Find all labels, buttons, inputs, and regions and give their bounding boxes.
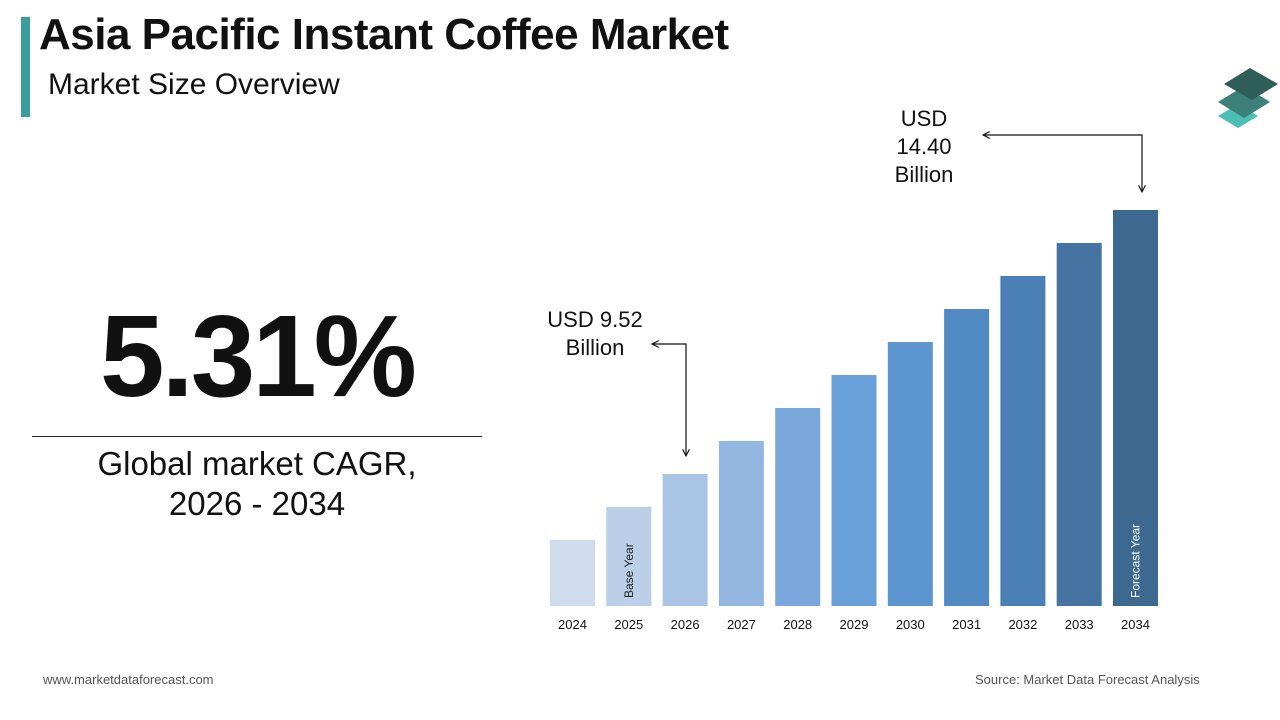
callout-2034-line1: USD [900, 106, 948, 131]
x-tick-2024: 2024 [558, 617, 587, 632]
bar-label-2025: Base Year [622, 543, 636, 598]
x-tick-2033: 2033 [1065, 617, 1094, 632]
callout-2026-value: USD 9.52 Billion [540, 306, 650, 362]
x-tick-2032: 2032 [1008, 617, 1037, 632]
cagr-divider [32, 436, 482, 437]
bar-2024 [550, 540, 595, 606]
bar-2034 [1113, 210, 1158, 606]
x-tick-2027: 2027 [727, 617, 756, 632]
x-tick-2034: 2034 [1121, 617, 1150, 632]
footer-website-link[interactable]: www.marketdataforecast.com [43, 672, 214, 687]
bar-2030 [887, 342, 933, 606]
bar-2032 [1000, 276, 1046, 606]
x-tick-2026: 2026 [671, 617, 700, 632]
chart-title: Asia Pacific Instant Coffee Market [39, 10, 729, 59]
footer-source: Source: Market Data Forecast Analysis [975, 672, 1200, 687]
bar-2033 [1056, 243, 1102, 606]
callout-2026-line2: Billion [565, 335, 625, 360]
x-tick-2031: 2031 [952, 617, 981, 632]
chart-subtitle: Market Size Overview [48, 68, 340, 101]
x-tick-2025: 2025 [614, 617, 643, 632]
bar-2029 [831, 375, 877, 606]
title-accent-bar [21, 17, 30, 117]
cagr-label: Global market CAGR, 2026 - 2034 [32, 444, 482, 524]
callout-2026-line1: USD 9.52 [547, 307, 643, 332]
bar-2031 [944, 309, 990, 606]
cagr-label-line2: 2026 - 2034 [168, 485, 346, 522]
logo-layer-top [1224, 68, 1278, 100]
cagr-label-line1: Global market CAGR, [97, 445, 417, 482]
bar-2027 [718, 441, 764, 606]
bar-2028 [775, 408, 821, 606]
cagr-value: 5.31% [100, 291, 417, 421]
callout-arrow-2026 [652, 344, 686, 456]
company-logo-icon [1218, 68, 1278, 128]
callout-2034-line3: Billion [894, 162, 954, 187]
x-tick-2030: 2030 [896, 617, 925, 632]
bar-2025 [606, 507, 652, 606]
bar-label-2034: Forecast Year [1129, 524, 1143, 598]
bar-2026 [662, 474, 708, 606]
callout-2034-value: USD 14.40 Billion [874, 105, 974, 189]
x-tick-2028: 2028 [783, 617, 812, 632]
callout-2034-line2: 14.40 [896, 134, 952, 159]
x-tick-2029: 2029 [840, 617, 869, 632]
callout-arrow-2034 [983, 135, 1142, 192]
